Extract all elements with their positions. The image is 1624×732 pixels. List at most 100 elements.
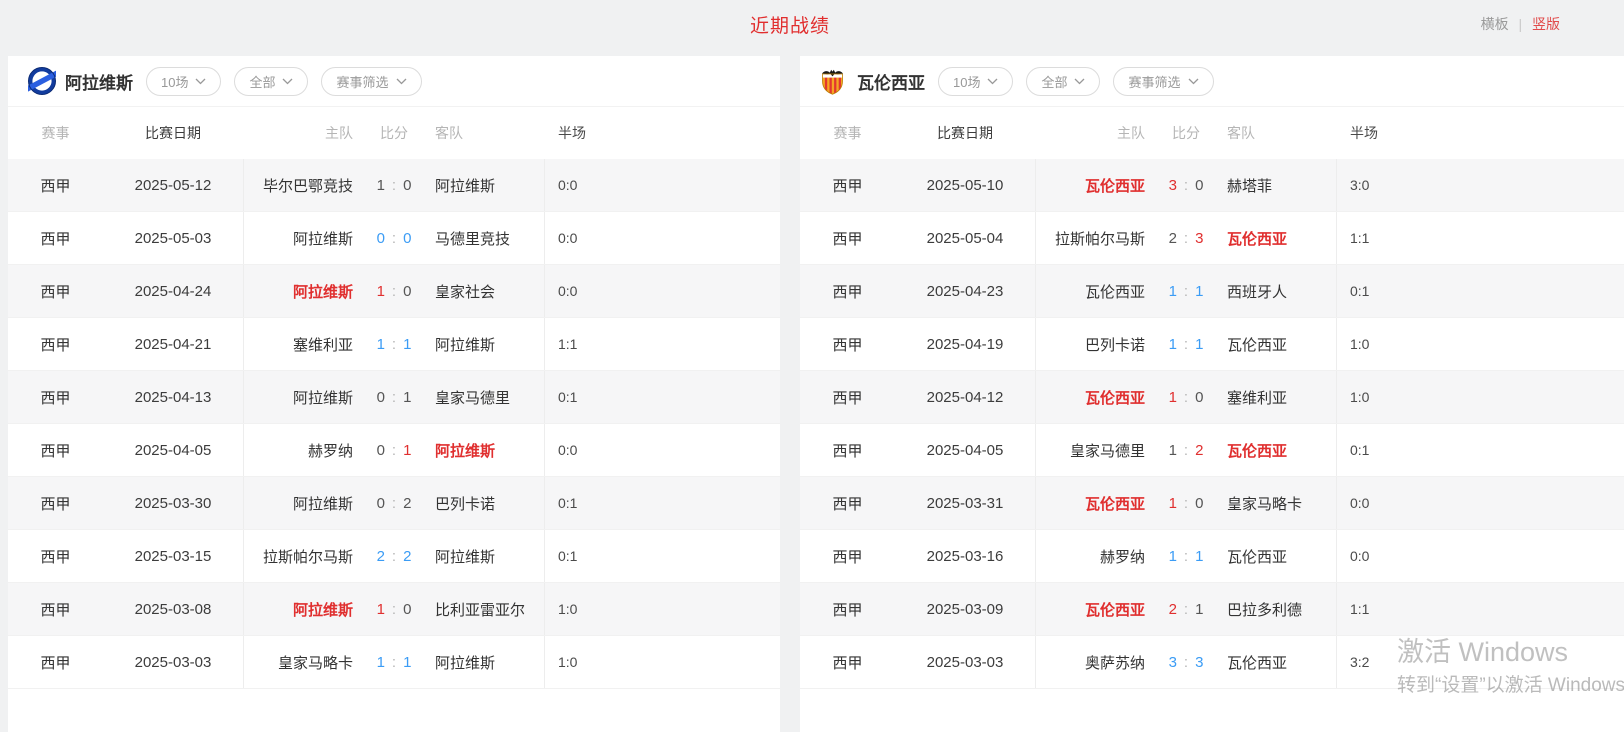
league-cell: 西甲 (832, 654, 863, 672)
away-team: 马德里竞技 (435, 230, 511, 248)
home-team: 阿拉维斯 (292, 230, 353, 248)
match-row[interactable]: 西甲 2025-04-23 瓦伦西亚 1:1 西班牙人 0:1 (800, 265, 1624, 318)
scope-select[interactable]: 全部 (1026, 66, 1101, 96)
league-cell: 西甲 (40, 548, 71, 566)
away-score: 2 (403, 494, 412, 512)
league-cell: 西甲 (40, 601, 71, 619)
layout-horizontal-link[interactable]: 横板 (1480, 16, 1509, 32)
home-team: 皇家马略卡 (277, 654, 353, 672)
match-cell: 阿拉维斯 0:1 皇家马德里 (243, 371, 544, 423)
match-row[interactable]: 西甲 2025-04-19 巴列卡诺 1:1 瓦伦西亚 1:0 (800, 318, 1624, 371)
scope-select[interactable]: 全部 (234, 66, 309, 96)
match-row[interactable]: 西甲 2025-03-08 阿拉维斯 1:0 比利亚雷亚尔 1:0 (8, 583, 780, 636)
score-colon: : (391, 494, 397, 512)
match-cell: 阿拉维斯 1:0 皇家社会 (243, 265, 544, 317)
home-team: 阿拉维斯 (292, 283, 353, 301)
league-cell: 西甲 (40, 389, 71, 407)
col-home: 主队 (1117, 125, 1145, 141)
match-row[interactable]: 西甲 2025-03-03 皇家马略卡 1:1 阿拉维斯 1:0 (8, 636, 780, 689)
match-row[interactable]: 西甲 2025-04-24 阿拉维斯 1:0 皇家社会 0:0 (8, 265, 780, 318)
match-cell: 瓦伦西亚 2:1 巴拉多利德 (1035, 583, 1336, 635)
halftime-cell: 3:2 (1336, 636, 1624, 688)
away-score: 0 (1195, 176, 1204, 194)
date-cell: 2025-03-30 (134, 494, 212, 512)
match-row[interactable]: 西甲 2025-04-05 皇家马德里 1:2 瓦伦西亚 0:1 (800, 424, 1624, 477)
away-score: 0 (403, 600, 412, 618)
score-colon: : (391, 229, 397, 247)
date-cell: 2025-03-03 (134, 653, 212, 671)
competition-filter-select[interactable]: 赛事筛选 (1113, 66, 1214, 96)
match-row[interactable]: 西甲 2025-04-05 赫罗纳 0:1 阿拉维斯 0:0 (8, 424, 780, 477)
date-cell: 2025-03-15 (134, 547, 212, 565)
date-cell: 2025-04-21 (134, 335, 212, 353)
match-row[interactable]: 西甲 2025-03-30 阿拉维斯 0:2 巴列卡诺 0:1 (8, 477, 780, 530)
league-cell: 西甲 (40, 283, 71, 301)
panel-header: 瓦伦西亚 10场 全部 赛事筛选 (800, 56, 1624, 107)
home-score: 1 (1168, 547, 1177, 565)
match-row[interactable]: 西甲 2025-04-12 瓦伦西亚 1:0 塞维利亚 1:0 (800, 371, 1624, 424)
match-cell: 皇家马德里 1:2 瓦伦西亚 (1035, 424, 1336, 476)
away-team: 阿拉维斯 (435, 336, 496, 354)
match-row[interactable]: 西甲 2025-04-13 阿拉维斯 0:1 皇家马德里 0:1 (8, 371, 780, 424)
match-row[interactable]: 西甲 2025-05-04 拉斯帕尔马斯 2:3 瓦伦西亚 1:1 (800, 212, 1624, 265)
score-colon: : (1183, 441, 1189, 459)
home-score: 0 (376, 441, 385, 459)
score-colon: : (391, 282, 397, 300)
away-team: 比利亚雷亚尔 (435, 601, 526, 619)
home-team: 阿拉维斯 (292, 495, 353, 513)
home-team: 阿拉维斯 (292, 389, 353, 407)
alaves-crest-icon (28, 67, 56, 95)
away-team: 瓦伦西亚 (1227, 654, 1288, 672)
score-colon: : (1183, 282, 1189, 300)
home-score: 1 (1168, 282, 1177, 300)
away-score: 0 (1195, 388, 1204, 406)
date-cell: 2025-05-03 (134, 229, 212, 247)
match-row[interactable]: 西甲 2025-05-10 瓦伦西亚 3:0 赫塔菲 3:0 (800, 159, 1624, 212)
away-team: 瓦伦西亚 (1227, 336, 1288, 354)
halftime-cell: 1:0 (1336, 318, 1624, 370)
score: 1:0 (1155, 389, 1217, 406)
away-team: 赫塔菲 (1227, 177, 1273, 195)
home-score: 0 (376, 229, 385, 247)
topbar: 近期战绩 横板 | 竖版 (0, 0, 1624, 56)
match-row[interactable]: 西甲 2025-05-12 毕尔巴鄂竞技 1:0 阿拉维斯 0:0 (8, 159, 780, 212)
score: 2:1 (1155, 601, 1217, 618)
score: 1:2 (1155, 442, 1217, 459)
match-count-select[interactable]: 10场 (938, 66, 1014, 96)
match-cell: 阿拉维斯 1:0 比利亚雷亚尔 (243, 583, 544, 635)
match-row[interactable]: 西甲 2025-05-03 阿拉维斯 0:0 马德里竞技 0:0 (8, 212, 780, 265)
competition-filter-label: 赛事筛选 (336, 74, 389, 90)
col-date: 比赛日期 (145, 125, 201, 141)
competition-filter-label: 赛事筛选 (1128, 74, 1181, 90)
match-row[interactable]: 西甲 2025-03-16 赫罗纳 1:1 瓦伦西亚 0:0 (800, 530, 1624, 583)
layout-vertical-link[interactable]: 竖版 (1532, 16, 1560, 32)
date-cell: 2025-05-10 (926, 176, 1004, 194)
league-cell: 西甲 (832, 389, 863, 407)
halftime-cell: 0:1 (1336, 265, 1624, 317)
away-score: 2 (1195, 441, 1204, 459)
halftime-cell: 0:1 (1336, 424, 1624, 476)
home-score: 1 (1168, 335, 1177, 353)
col-halftime: 半场 (1350, 125, 1378, 141)
match-count-select[interactable]: 10场 (146, 66, 222, 96)
match-row[interactable]: 西甲 2025-03-15 拉斯帕尔马斯 2:2 阿拉维斯 0:1 (8, 530, 780, 583)
match-row[interactable]: 西甲 2025-04-21 塞维利亚 1:1 阿拉维斯 1:1 (8, 318, 780, 371)
competition-filter-select[interactable]: 赛事筛选 (321, 66, 422, 96)
date-cell: 2025-04-24 (134, 282, 212, 300)
match-row[interactable]: 西甲 2025-03-31 瓦伦西亚 1:0 皇家马略卡 0:0 (800, 477, 1624, 530)
home-score: 1 (376, 653, 385, 671)
score: 3:3 (1155, 654, 1217, 671)
match-row[interactable]: 西甲 2025-03-03 奥萨苏纳 3:3 瓦伦西亚 3:2 (800, 636, 1624, 689)
table-column-headers: 赛事 比赛日期 主队 比分 客队 半场 (8, 107, 780, 159)
home-score: 1 (1168, 441, 1177, 459)
home-score: 3 (1168, 653, 1177, 671)
date-cell: 2025-03-31 (926, 494, 1004, 512)
home-score: 1 (1168, 388, 1177, 406)
away-score: 1 (403, 388, 412, 406)
score: 1:0 (1155, 495, 1217, 512)
home-team: 瓦伦西亚 (1084, 389, 1145, 407)
home-team: 皇家马德里 (1069, 442, 1145, 460)
match-row[interactable]: 西甲 2025-03-09 瓦伦西亚 2:1 巴拉多利德 1:1 (800, 583, 1624, 636)
score: 1:0 (363, 283, 425, 300)
away-score: 1 (1195, 600, 1204, 618)
